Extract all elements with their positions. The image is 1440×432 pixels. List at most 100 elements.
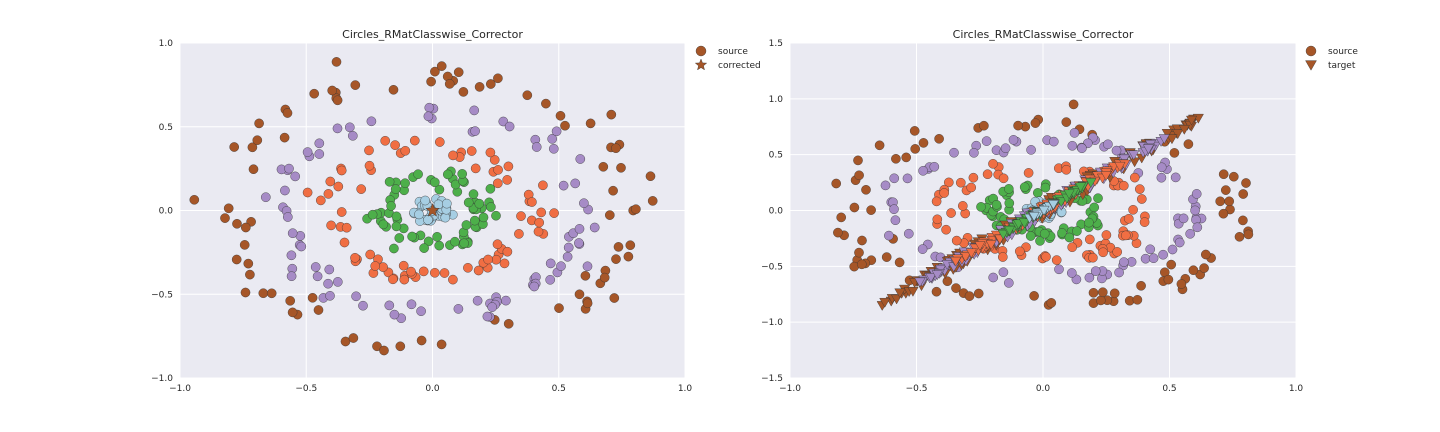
scatter-point [350,252,360,263]
scatter-point [1008,135,1019,145]
scatter-point [562,251,573,262]
scatter-point [854,247,864,258]
scatter-point [575,154,586,164]
scatter-point [378,219,389,230]
scatter-point [503,161,514,172]
scatter-point [1156,162,1167,173]
left-y-tick-labels: 1.0 0.5 0.0 −0.5 −1.0 [151,39,173,384]
scatter-point [589,222,600,233]
scatter-point [1051,255,1062,265]
scatter-point [910,144,921,154]
target-triangle-marker [879,298,891,308]
scatter-point [956,177,966,188]
scatter-point [1068,99,1079,110]
scatter-point [502,175,513,185]
scatter-point [473,265,484,276]
scatter-point [894,257,905,268]
scatter-point [608,185,618,196]
x-tick-label: 1.0 [1289,384,1304,394]
scatter-point [1046,298,1057,308]
scatter-point [314,138,325,149]
scatter-point [1023,168,1034,178]
scatter-point [313,305,324,315]
scatter-point [406,266,416,277]
scatter-point [493,165,503,175]
scatter-point [419,243,429,253]
x-tick-label: 1.0 [678,384,693,394]
scatter-point [1109,288,1120,299]
scatter-point [623,251,634,262]
scatter-point [558,180,569,191]
scatter-point [1178,213,1189,224]
target-triangle-marker [965,248,977,259]
scatter-point [884,230,894,241]
scatter-point [189,194,200,205]
scatter-point [310,262,321,272]
legend-source-label: source [1328,47,1358,57]
target-triangle-marker [1186,115,1198,126]
scatter-point [1243,229,1254,240]
scatter-point [1054,264,1064,275]
scatter-point [1026,145,1036,155]
scatter-point [372,341,382,352]
y-tick-label: 0.0 [769,207,784,217]
scatter-point [1057,228,1067,238]
scatter-point [350,80,361,90]
scatter-point [917,244,928,254]
scatter-point [988,158,998,169]
scatter-point [609,293,620,303]
scatter-point [414,209,424,220]
scatter-point [939,188,950,198]
scatter-point [536,207,547,218]
scatter-point [861,184,871,195]
scatter-point [1174,237,1185,248]
scatter-point [434,184,445,195]
scatter-point [1121,230,1131,241]
scatter-point [836,212,847,223]
scatter-point [890,215,901,225]
scatter-point [323,189,334,199]
scatter-point [958,201,968,211]
scatter-point [434,240,445,251]
scatter-point [889,204,899,214]
scatter-point [232,218,242,229]
scatter-point [416,335,427,346]
scatter-point [1049,136,1059,147]
scatter-point [1199,263,1209,273]
scatter-point [1140,253,1151,264]
scatter-point [1132,294,1143,305]
scatter-point [941,224,951,235]
scatter-point [418,266,429,277]
scatter-point [504,121,515,132]
scatter-point [982,169,993,179]
scatter-point [1090,266,1101,276]
scatter-point [429,267,440,278]
scatter-point [367,209,378,220]
scatter-point [998,267,1009,278]
scatter-point [1176,279,1187,289]
scatter-point [466,146,477,156]
scatter-point [485,183,496,194]
scatter-point [1096,295,1106,306]
scatter-point [247,142,258,153]
scatter-point [366,116,377,127]
scatter-point [902,173,913,184]
scatter-point [307,292,318,303]
scatter-point [469,105,480,116]
scatter-point [998,173,1009,184]
right-y-tick-labels: 1.5 1.0 0.5 0.0 −0.5 −1.0 −1.5 [761,39,783,384]
scatter-point [448,150,458,161]
scatter-point [944,177,954,188]
left-legend: source corrected [694,45,761,71]
scatter-point [282,108,293,118]
target-triangle-marker [1028,211,1040,222]
left-points [189,57,658,356]
scatter-point [1119,180,1129,191]
scatter-point [365,249,376,260]
right-scatter-plot: Circles_RMatClasswise_Corrector −1.0 −0.5… [761,28,1358,394]
scatter-point [424,102,435,113]
y-tick-label: 0.5 [769,151,783,161]
scatter-point [364,145,374,156]
scatter-point [1093,193,1103,203]
y-tick-label: −1.0 [761,318,783,328]
